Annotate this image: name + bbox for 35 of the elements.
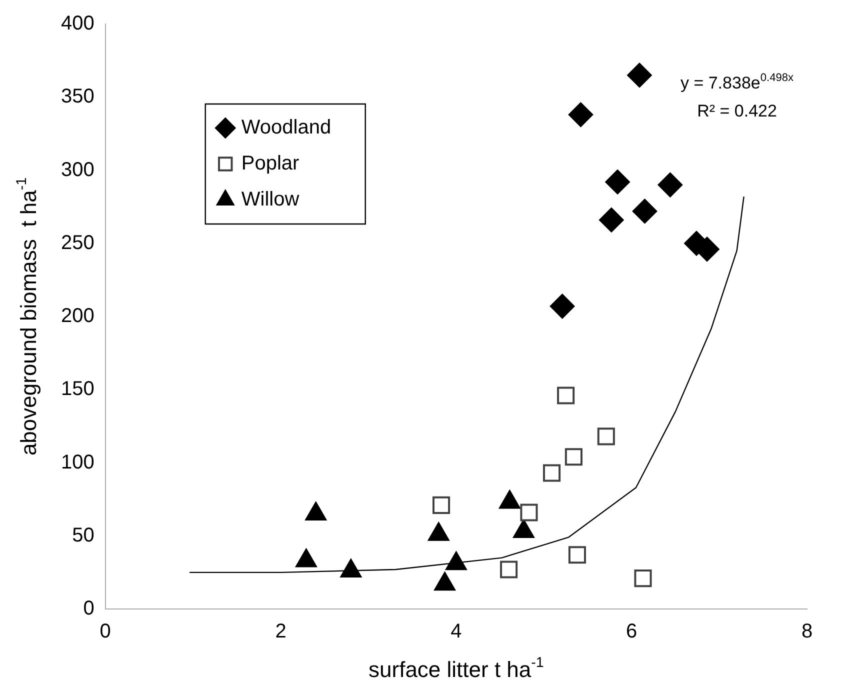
- y-tick-label: 100: [60, 451, 94, 474]
- point: [568, 546, 586, 564]
- x-tick-label: 2: [275, 620, 286, 643]
- y-tick-label: 250: [60, 232, 94, 254]
- point: [626, 62, 652, 88]
- point: [500, 560, 518, 578]
- point: [550, 294, 575, 319]
- point: [658, 172, 683, 198]
- legend-label: Woodland: [241, 116, 332, 139]
- legend-label: Poplar: [241, 152, 300, 175]
- point: [632, 198, 658, 224]
- y-axis-title: aboveground biomass t ha-1: [14, 177, 42, 456]
- point: [598, 207, 624, 232]
- point: [634, 570, 652, 588]
- y-tick-label: 50: [72, 524, 94, 546]
- x-tick-label: 4: [450, 620, 462, 643]
- point: [432, 496, 450, 514]
- x-tick-label: 0: [100, 620, 111, 643]
- x-tick-label: 6: [626, 620, 638, 643]
- point: [605, 169, 630, 194]
- point: [564, 448, 582, 466]
- point: [543, 464, 561, 482]
- point: [568, 102, 594, 128]
- y-tick-label: 150: [60, 378, 94, 400]
- point: [597, 428, 615, 446]
- y-tick-label: 0: [83, 598, 94, 620]
- point: [557, 386, 575, 404]
- y-tick-label: 400: [60, 12, 94, 35]
- y-tick-label: 200: [60, 305, 94, 328]
- point: [520, 504, 538, 522]
- y-tick-label: 350: [60, 86, 94, 108]
- legend-label: Willow: [241, 188, 300, 211]
- y-tick-label: 300: [60, 158, 94, 181]
- annotation: R² = 0.422: [697, 102, 777, 121]
- x-tick-label: 8: [801, 620, 813, 643]
